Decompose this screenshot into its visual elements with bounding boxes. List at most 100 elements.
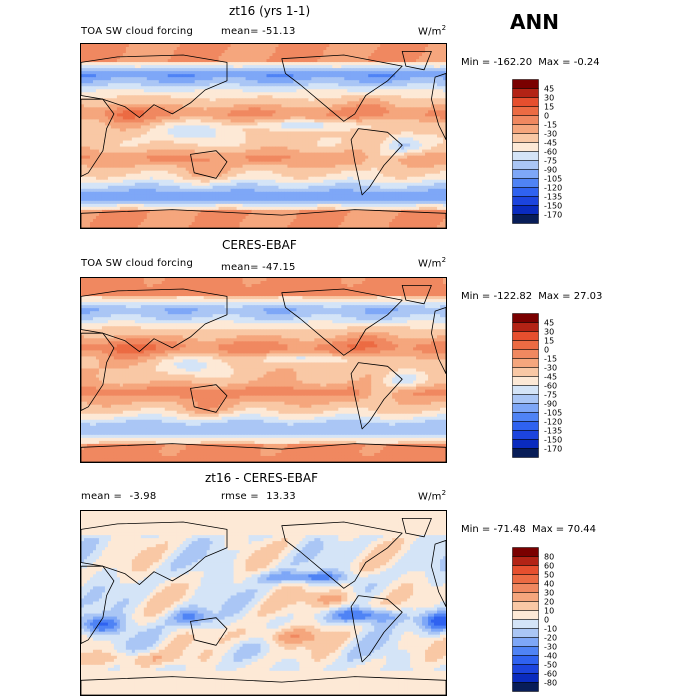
colorbar-3-swatch xyxy=(512,574,539,584)
coastline xyxy=(81,288,228,352)
panel3-rmse-value: 13.33 xyxy=(266,491,296,502)
colorbar-2-swatch xyxy=(512,385,539,395)
panel1-minmax: Min = -162.20 Max = -0.24 xyxy=(461,57,600,68)
coastline xyxy=(350,595,403,663)
panel1-unit-exp: 2 xyxy=(442,24,447,32)
panel2-minmax: Min = -122.82 Max = 27.03 xyxy=(461,291,602,302)
colorbar-2-tick-label: -170 xyxy=(544,445,562,454)
colorbar-3-swatch xyxy=(512,682,539,692)
panel2-unit: W/m2 xyxy=(418,256,446,269)
colorbar-1-swatch xyxy=(512,151,539,161)
coastline xyxy=(81,54,228,118)
colorbar-2-swatch xyxy=(512,322,539,332)
colorbar-2-tick-label: -105 xyxy=(544,409,562,418)
colorbar-2-swatch xyxy=(512,412,539,422)
coastline xyxy=(350,128,403,196)
colorbar-1-swatch xyxy=(512,97,539,107)
coastline xyxy=(430,539,446,608)
season-label: ANN xyxy=(510,10,559,34)
colorbar-3-swatch xyxy=(512,619,539,629)
colorbar-3-swatch xyxy=(512,664,539,674)
colorbar-2-swatch xyxy=(512,403,539,413)
colorbar-3-swatch xyxy=(512,592,539,602)
coastline xyxy=(81,521,228,585)
colorbar-2-swatch xyxy=(512,313,539,323)
colorbar-1-tick-label: -60 xyxy=(544,148,557,157)
panel2-variable-label: TOA SW cloud forcing xyxy=(81,258,193,269)
coastline xyxy=(81,443,446,462)
panel1-colorbar: 45 30 15 0 -15 -30 -45 -60 -75 -90 -105 -120 -135 -15… xyxy=(512,79,582,225)
map-1-field xyxy=(81,44,446,228)
colorbar-3-swatch xyxy=(512,583,539,593)
colorbar-3-swatch xyxy=(512,601,539,611)
panel3-colorbar: 80 60 50 40 30 20 10 0 -10 -20 -30 -40 -50 -60 -80 xyxy=(512,547,582,693)
coastline xyxy=(81,565,115,644)
colorbar-1-tick-label: -135 xyxy=(544,193,562,202)
colorbar-3-tick-label: -50 xyxy=(544,661,557,670)
colorbar-1-swatch xyxy=(512,205,539,215)
colorbar-1-swatch xyxy=(512,160,539,170)
colorbar-1-tick-label: 45 xyxy=(544,85,554,94)
panel2-min-label: Min = xyxy=(461,291,490,302)
colorbar-1-tick-label: -30 xyxy=(544,130,557,139)
panel3-min-value: -71.48 xyxy=(494,524,526,535)
panel3-unit: W/m2 xyxy=(418,489,446,502)
panel1-min-label: Min = xyxy=(461,57,490,68)
colorbar-1-tick-label: -15 xyxy=(544,121,557,130)
colorbar-2-svg: 4530150-15-30-45-60-75-90-105-120-135-15… xyxy=(512,313,562,458)
colorbar-2-swatch xyxy=(512,439,539,449)
panel3-max-label: Max = xyxy=(532,524,564,535)
colorbar-1-swatch xyxy=(512,106,539,116)
coastline xyxy=(430,306,446,375)
colorbar-3-tick-label: -10 xyxy=(544,625,557,634)
colorbar-3-tick-label: -60 xyxy=(544,670,557,679)
colorbar-3-tick-label: 80 xyxy=(544,553,554,562)
colorbar-3-swatch xyxy=(512,556,539,566)
colorbar-2-tick-label: -75 xyxy=(544,391,557,400)
coastline xyxy=(401,51,432,71)
colorbar-2-swatch xyxy=(512,358,539,368)
panel2-max-value: 27.03 xyxy=(574,291,603,302)
colorbar-2-tick-label: -60 xyxy=(544,382,557,391)
coastline xyxy=(281,54,403,122)
panel1-mean-value: -51.13 xyxy=(262,26,295,37)
panel3-map xyxy=(80,510,447,696)
colorbar-3-swatch xyxy=(512,637,539,647)
panel1-min-value: -162.20 xyxy=(494,57,533,68)
colorbar-2-tick-label: -30 xyxy=(544,364,557,373)
colorbar-2-tick-label: -45 xyxy=(544,373,557,382)
panel1-variable-label: TOA SW cloud forcing xyxy=(81,26,193,37)
panel2-mean-value: -47.15 xyxy=(262,262,295,273)
colorbar-3-tick-label: 40 xyxy=(544,580,554,589)
colorbar-1-svg: 4530150-15-30-45-60-75-90-105-120-135-15… xyxy=(512,79,562,224)
map-2-field xyxy=(81,278,446,462)
panel2-mean: mean= -47.15 xyxy=(221,262,296,273)
panel1-map xyxy=(80,43,447,229)
panel3-mean: mean = -3.98 xyxy=(81,491,156,502)
coastline xyxy=(401,518,432,538)
panel3-mean-value: -3.98 xyxy=(130,491,157,502)
colorbar-3-swatch xyxy=(512,547,539,557)
panel1-max-label: Max = xyxy=(538,57,570,68)
colorbar-2-tick-label: -135 xyxy=(544,427,562,436)
coastline xyxy=(281,288,403,356)
colorbar-1-tick-label: -90 xyxy=(544,166,557,175)
panel1-mean: mean= -51.13 xyxy=(221,26,296,37)
colorbar-1-swatch xyxy=(512,169,539,179)
colorbar-3-swatch xyxy=(512,646,539,656)
colorbar-1-tick-label: -150 xyxy=(544,202,562,211)
colorbar-1-swatch xyxy=(512,187,539,197)
colorbar-1-tick-label: -105 xyxy=(544,175,562,184)
coastline xyxy=(190,617,228,646)
colorbar-2-swatch xyxy=(512,340,539,350)
colorbar-2-swatch xyxy=(512,430,539,440)
colorbar-2-swatch xyxy=(512,394,539,404)
panel1-title: zt16 (yrs 1-1) xyxy=(229,4,310,18)
colorbar-3-tick-label: 10 xyxy=(544,607,554,616)
coastline xyxy=(350,362,403,430)
colorbar-1-swatch xyxy=(512,124,539,134)
colorbar-1-swatch xyxy=(512,142,539,152)
colorbar-2-tick-label: 0 xyxy=(544,346,549,355)
coastline xyxy=(430,72,446,141)
